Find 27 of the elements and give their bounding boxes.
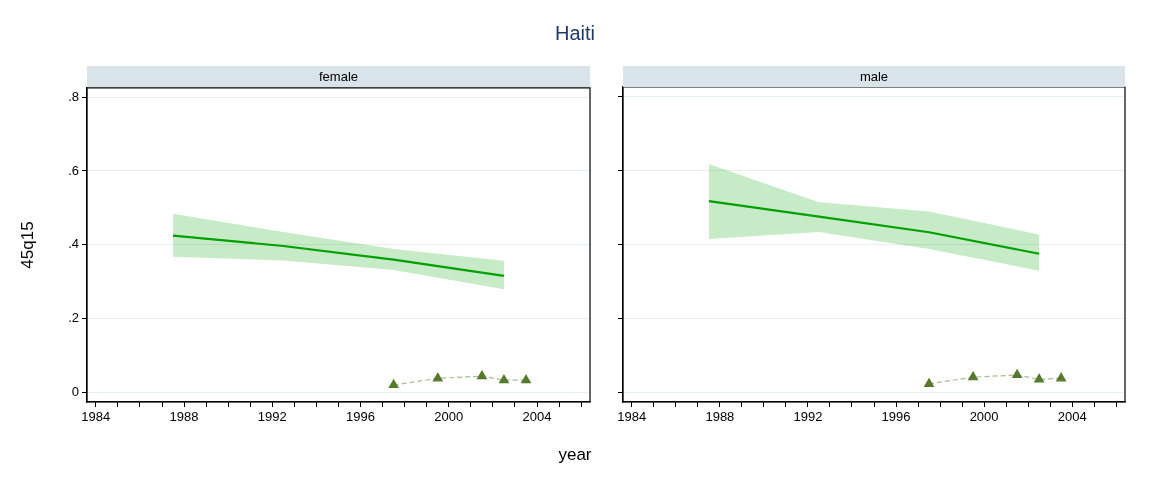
y-tick-label: .2 [68,310,79,326]
x-tick-label: 1988 [169,409,199,425]
x-tick-label: 1996 [346,409,376,425]
point [1012,369,1023,379]
x-axis-title: year [557,445,593,465]
y-tick-label: .4 [68,236,79,252]
y-tick-label: .8 [68,88,79,104]
chart-subtitle: female [87,66,590,87]
point [1056,372,1067,382]
x-tick-label: 2004 [522,409,552,425]
x-tick-label: 1984 [617,409,647,425]
x-tick-label: 1984 [81,409,111,425]
chart-title: Haiti [554,22,596,45]
point [924,378,934,387]
y-tick-label: .6 [68,162,79,178]
x-tick-label: 1996 [881,409,911,425]
y-axis-title: 45q15 [18,220,38,271]
x-tick-label: 2004 [1057,409,1087,425]
point [1034,373,1045,383]
x-tick-label: 2000 [434,409,464,425]
chart-subtitle: male [623,66,1125,87]
x-tick-label: 2000 [969,409,999,425]
x-tick-label: 1992 [793,409,823,425]
x-tick-label: 1988 [705,409,735,425]
point [968,371,979,381]
x-tick-label: 1992 [257,409,287,425]
y-tick-label: 0 [71,384,79,400]
